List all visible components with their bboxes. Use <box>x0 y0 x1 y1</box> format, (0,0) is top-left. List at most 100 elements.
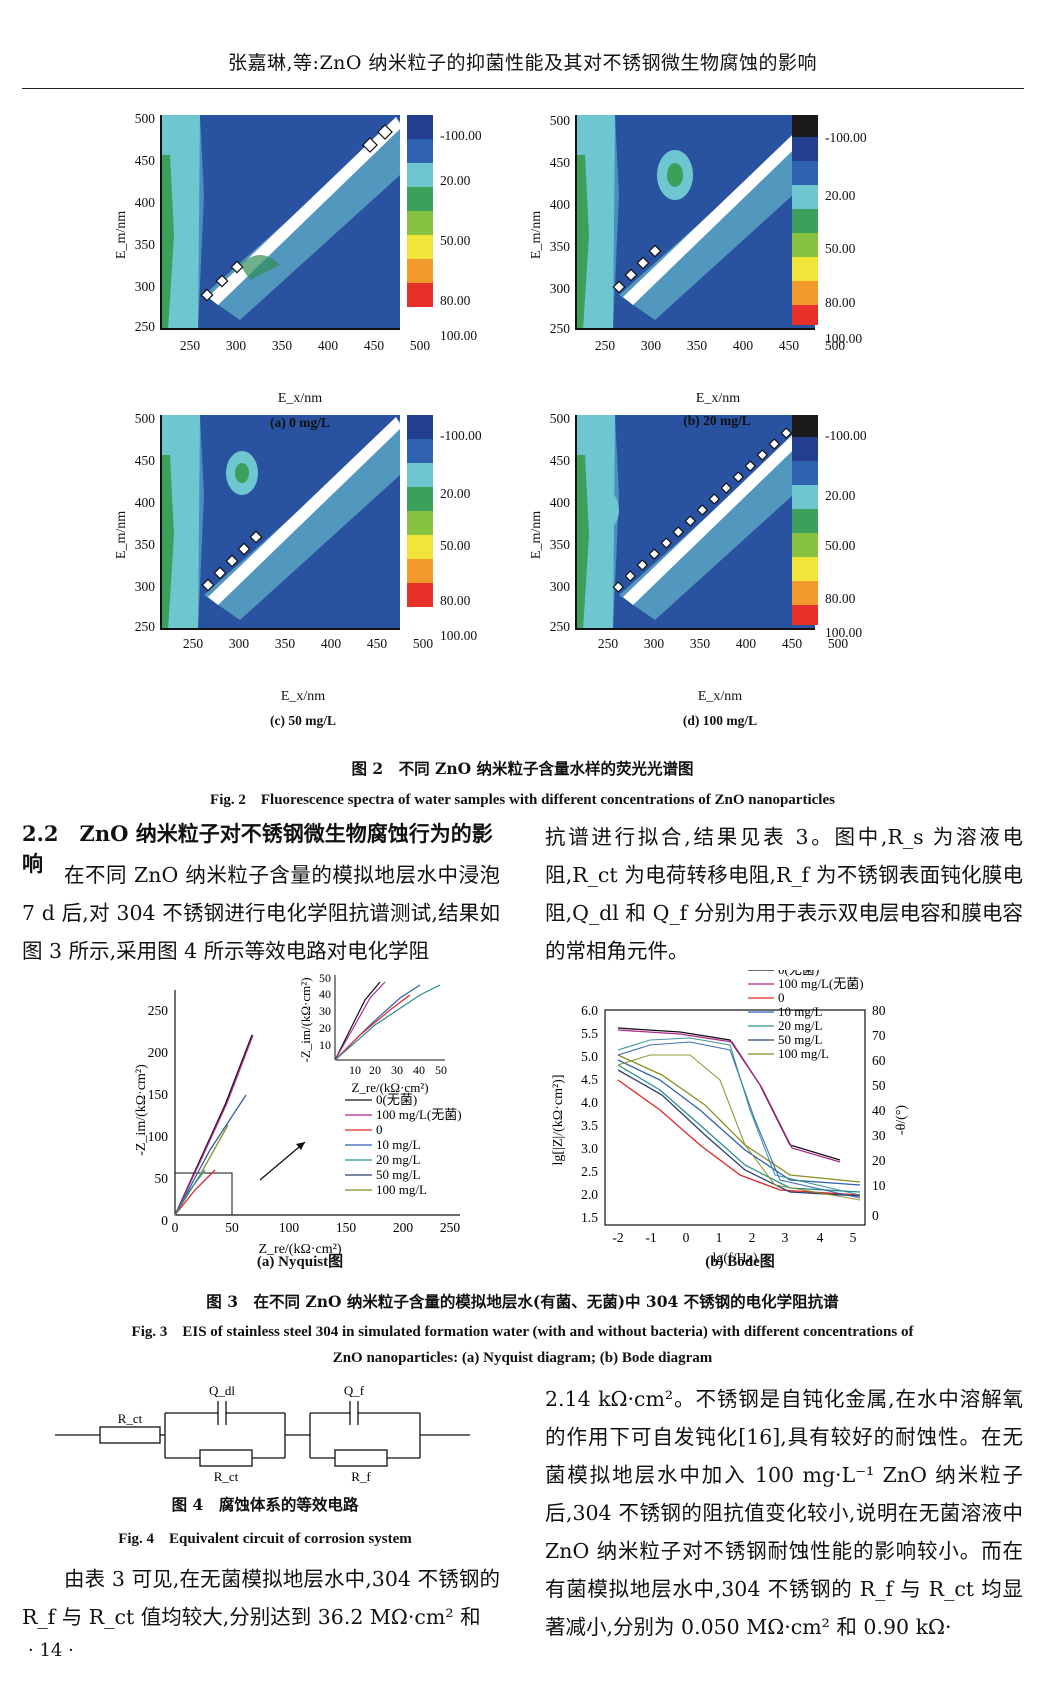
xtick: 250 <box>180 338 201 353</box>
xtick: 400 <box>736 636 757 651</box>
bode-ytick: 3.0 <box>581 1141 598 1156</box>
svg-text:100 mg/L(无菌): 100 mg/L(无菌) <box>376 1107 462 1122</box>
xtick: 450 <box>782 636 803 651</box>
nyq-ytick: 100 <box>148 1129 169 1144</box>
xtick: 400 <box>733 338 754 353</box>
ytick: 300 <box>135 279 156 294</box>
inset-xtick: 50 <box>435 1063 447 1077</box>
svg-text:10 mg/L: 10 mg/L <box>778 1004 822 1019</box>
fig2-sub-b: (b) 20 mg/L <box>683 413 751 428</box>
ytick: 400 <box>550 197 571 212</box>
bode-y2tick: 60 <box>872 1053 886 1068</box>
cb-a-label: -100.00 <box>440 128 482 143</box>
nyq-ylabel: -Z_im/(kΩ·cm²) <box>134 1064 149 1156</box>
cb-a-label: 80.00 <box>440 293 471 308</box>
svg-text:50 mg/L: 50 mg/L <box>376 1167 420 1182</box>
inset-xlabel: Z_re/(kΩ·cm²) <box>351 1080 428 1095</box>
bode-ytick: 2.0 <box>581 1187 598 1202</box>
cb-b-label: 100.00 <box>825 331 862 346</box>
fig3-charts: 250 200 150 100 50 0 0 50 100 150 200 25… <box>134 970 909 1266</box>
nyq-xlabel: Z_re/(kΩ·cm²) <box>258 1242 341 1257</box>
xtick: 300 <box>226 338 247 353</box>
svg-text:0: 0 <box>376 1122 383 1137</box>
xtick: 450 <box>779 338 800 353</box>
fig2-sub-a: (a) 0 mg/L <box>270 415 330 430</box>
fig4-caption-cn: 图 4 腐蚀体系的等效电路 <box>171 1495 359 1514</box>
cb-a-label: 20.00 <box>440 173 471 188</box>
fig3-caption-en-1: Fig. 3 EIS of stainless steel 304 in sim… <box>131 1324 914 1340</box>
bode-y2tick: 70 <box>872 1028 886 1043</box>
xtick: 300 <box>641 338 662 353</box>
circuit-label-r1: R_ct <box>118 1411 143 1426</box>
xtick: 500 <box>410 338 431 353</box>
ytick: 450 <box>135 453 156 468</box>
xtick: 500 <box>828 636 849 651</box>
fig2-panels: -100.00 20.00 50.00 80.00 100.00 -100.00… <box>114 111 867 704</box>
circuit-label-q2: Q_f <box>344 1383 365 1398</box>
xlabel: E_x/nm <box>281 689 325 704</box>
ytick: 400 <box>135 195 156 210</box>
xtick: 500 <box>413 636 434 651</box>
ytick: 350 <box>550 537 571 552</box>
bode-xtick: 5 <box>850 1230 857 1245</box>
cb-d-label: 50.00 <box>825 538 856 553</box>
bode-ytick: 4.5 <box>581 1072 598 1087</box>
inset-ytick: 20 <box>319 1021 331 1035</box>
bode-ytick: 3.5 <box>581 1118 598 1133</box>
bode-y2label: -θ/(°) <box>894 1105 909 1136</box>
xlabel: E_x/nm <box>698 689 742 704</box>
cb-a-label: 50.00 <box>440 233 471 248</box>
xtick: 450 <box>364 338 385 353</box>
xlabel: E_x/nm <box>278 391 322 406</box>
xtick: 450 <box>367 636 388 651</box>
inset-ylabel: -Z_im/(kΩ·cm²) <box>298 977 313 1062</box>
inset-ytick: 50 <box>319 971 331 985</box>
colorbar-c <box>407 415 433 607</box>
nyq-ytick: 150 <box>148 1087 169 1102</box>
ytick: 250 <box>550 619 571 634</box>
fig3-sub-a: (a) Nyquist图 <box>256 1254 344 1270</box>
ytick: 300 <box>135 579 156 594</box>
cb-a-label: 100.00 <box>440 328 477 343</box>
bode-ytick: 2.5 <box>581 1164 598 1179</box>
xtick: 250 <box>595 338 616 353</box>
xtick: 500 <box>825 338 846 353</box>
xtick: 400 <box>321 636 342 651</box>
inset-xtick: 20 <box>369 1063 381 1077</box>
cb-b-label: 20.00 <box>825 188 856 203</box>
ytick: 350 <box>135 237 156 252</box>
xtick: 350 <box>687 338 708 353</box>
cb-c-label: 100.00 <box>440 628 477 643</box>
bode-legend: 0(无菌) 100 mg/L(无菌) 0 10 mg/L 20 mg/L 50 … <box>748 970 864 1061</box>
cb-d-label: -100.00 <box>825 428 867 443</box>
xlabel: E_x/nm <box>696 391 740 406</box>
ytick: 400 <box>550 495 571 510</box>
bode-y2tick: 80 <box>872 1003 886 1018</box>
bode-y2tick: 40 <box>872 1103 886 1118</box>
svg-text:10 mg/L: 10 mg/L <box>376 1137 420 1152</box>
ytick: 250 <box>135 319 156 334</box>
inset-ytick: 10 <box>319 1038 331 1052</box>
ylabel: E_m/nm <box>114 211 129 259</box>
ytick: 500 <box>135 411 156 426</box>
cb-c-label: 50.00 <box>440 538 471 553</box>
bode-ytick: 5.0 <box>581 1049 598 1064</box>
bode-xtick: -1 <box>645 1230 656 1245</box>
inset-xtick: 40 <box>413 1063 425 1077</box>
bode-ytick: 1.5 <box>581 1210 598 1225</box>
ytick: 350 <box>550 239 571 254</box>
inset-xtick: 30 <box>391 1063 403 1077</box>
nyq-xtick: 0 <box>172 1220 179 1235</box>
cb-c-label: 80.00 <box>440 593 471 608</box>
bode-xtick: 2 <box>749 1230 756 1245</box>
bode-xtick: -2 <box>612 1230 623 1245</box>
ytick: 400 <box>135 495 156 510</box>
nyquist-plot: 250 200 150 100 50 0 0 50 100 150 200 25… <box>134 971 462 1257</box>
cb-b-label: -100.00 <box>825 130 867 145</box>
cb-b-label: 50.00 <box>825 241 856 256</box>
bode-y2tick: 0 <box>872 1208 879 1223</box>
bode-ylabel: lg[|Z|/(kΩ·cm²)] <box>551 1075 566 1166</box>
cb-c-label: -100.00 <box>440 428 482 443</box>
ytick: 500 <box>135 111 156 126</box>
fig3-caption-cn: 图 3 在不同 ZnO 纳米粒子含量的模拟地层水(有菌、无菌)中 304 不锈钢… <box>206 1292 839 1311</box>
